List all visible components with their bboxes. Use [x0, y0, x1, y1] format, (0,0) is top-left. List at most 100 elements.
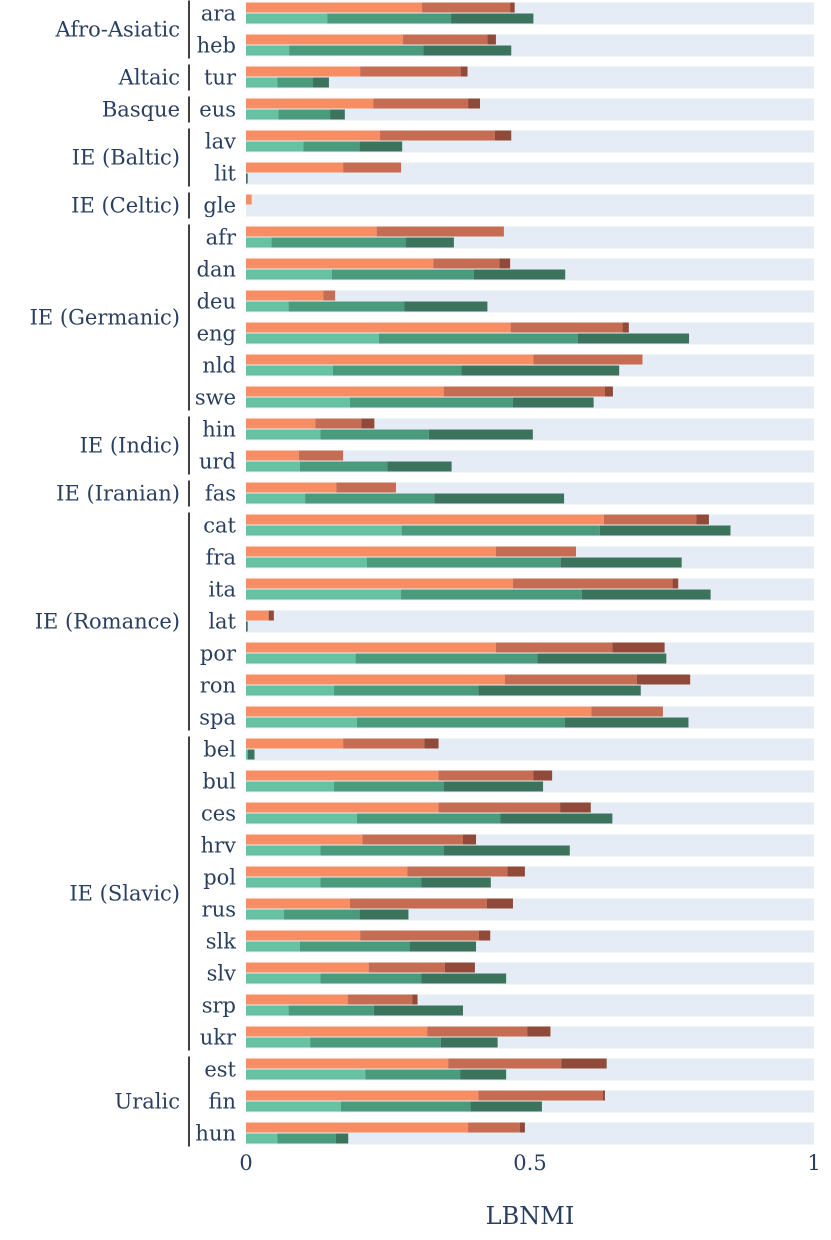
- bar-afr-bottom-2: [271, 237, 406, 248]
- group-ie-iranian: IE (Iranian): [56, 480, 190, 507]
- bar-rus-bottom-2: [284, 909, 360, 920]
- bar-hrv-top-3: [462, 834, 477, 845]
- bar-deu-bottom-3: [404, 301, 488, 312]
- bar-tur-bottom-1: [246, 77, 278, 88]
- group-uralic: Uralic: [115, 1056, 190, 1147]
- x-axis-title: LBNMI: [486, 1202, 575, 1230]
- bar-srp-bottom-2: [288, 1005, 374, 1016]
- bar-afr-bottom-1: [246, 237, 272, 248]
- row-est: est: [204, 1058, 814, 1082]
- bar-pol-bottom-2: [320, 877, 422, 888]
- lang-label-deu: deu: [197, 290, 236, 314]
- bar-heb-bottom-2: [289, 45, 424, 56]
- lang-label-afr: afr: [206, 226, 237, 250]
- bar-bul-top-3: [533, 770, 553, 781]
- row-cat: cat: [203, 514, 814, 538]
- bar-hrv-bottom-1: [246, 845, 321, 856]
- bar-bul-bottom-1: [246, 781, 335, 792]
- bar-slv-bottom-2: [320, 973, 422, 984]
- row-heb: heb: [197, 34, 814, 58]
- bar-eus-top-1: [246, 98, 374, 109]
- bar-urd-bottom-3: [387, 461, 452, 472]
- bar-bel-bottom-1: [246, 749, 248, 760]
- lang-label-cat: cat: [203, 514, 236, 538]
- lang-label-lit: lit: [214, 162, 236, 186]
- bar-ukr-top-1: [246, 1026, 428, 1037]
- group-altaic: Altaic: [118, 64, 190, 91]
- bar-fin-top-2: [478, 1090, 603, 1101]
- bar-hin-bottom-2: [320, 429, 429, 440]
- row-bul: bul: [202, 770, 814, 794]
- bar-hrv-bottom-3: [443, 845, 570, 856]
- bar-por-top-2: [495, 642, 613, 653]
- bar-fas-bottom-1: [246, 493, 306, 504]
- bar-pol-bottom-3: [421, 877, 491, 888]
- bar-rus-top-2: [349, 898, 487, 909]
- bar-gle-top-1: [246, 194, 252, 205]
- bar-nld-bottom-1: [246, 365, 333, 376]
- group-ie-germanic: IE (Germanic): [30, 224, 190, 411]
- bar-pol-top-2: [407, 866, 508, 877]
- bar-srp-top-3: [412, 994, 418, 1005]
- row-fas: fas: [205, 482, 814, 506]
- bar-hun-top-1: [246, 1122, 469, 1133]
- bar-srp-top-1: [246, 994, 348, 1005]
- lang-label-hrv: hrv: [201, 834, 237, 858]
- bar-fas-bottom-3: [434, 493, 565, 504]
- bar-cat-bottom-1: [246, 525, 402, 536]
- bar-ara-top-2: [422, 2, 511, 13]
- bar-fra-top-1: [246, 546, 496, 557]
- bar-lat-bottom-3: [246, 621, 248, 632]
- row-ron: ron: [200, 674, 814, 698]
- bar-lav-bottom-1: [246, 141, 304, 152]
- bar-bel-bottom-3: [247, 749, 255, 760]
- bar-eng-top-1: [246, 322, 511, 333]
- lang-label-lat: lat: [208, 610, 236, 634]
- row-ara: ara: [201, 2, 814, 26]
- bar-eus-top-2: [373, 98, 469, 109]
- lang-label-ron: ron: [200, 674, 236, 698]
- bar-urd-top-1: [246, 450, 299, 461]
- bar-rus-top-3: [486, 898, 513, 909]
- row-por: por: [200, 642, 814, 666]
- bar-est-bottom-1: [246, 1069, 366, 1080]
- row-spa: spa: [199, 706, 814, 730]
- bar-lav-top-3: [494, 130, 512, 141]
- bar-hin-bottom-1: [246, 429, 321, 440]
- row-deu: deu: [197, 290, 814, 314]
- row-hun: hun: [195, 1122, 814, 1146]
- lang-label-pol: pol: [203, 866, 236, 890]
- bar-nld-bottom-3: [461, 365, 620, 376]
- bar-fin-bottom-2: [340, 1101, 471, 1112]
- bar-urd-top-2: [298, 450, 344, 461]
- bar-ita-top-3: [672, 578, 679, 589]
- bar-rus-bottom-3: [359, 909, 409, 920]
- lang-label-hun: hun: [195, 1122, 236, 1146]
- bar-fin-top-3: [602, 1090, 605, 1101]
- group-label: IE (Slavic): [69, 882, 180, 906]
- bar-ces-top-3: [560, 802, 591, 813]
- lang-label-urd: urd: [199, 450, 236, 474]
- group-labels-layer: Afro-Asiatic Altaic Basque IE (Baltic) IE (C…: [30, 0, 190, 1147]
- lang-label-est: est: [204, 1058, 236, 1082]
- bar-ara-bottom-3: [451, 13, 534, 24]
- bar-ukr-bottom-3: [440, 1037, 498, 1048]
- bar-ukr-top-3: [527, 1026, 551, 1037]
- bar-lit-bottom-3: [246, 173, 248, 184]
- bar-tur-top-2: [360, 66, 461, 77]
- bar-cat-bottom-2: [401, 525, 600, 536]
- bar-por-bottom-3: [537, 653, 667, 664]
- bar-slv-bottom-1: [246, 973, 321, 984]
- bar-swe-bottom-3: [512, 397, 594, 408]
- bar-por-bottom-1: [246, 653, 356, 664]
- bar-slk-bottom-2: [299, 941, 410, 952]
- bar-fas-bottom-2: [305, 493, 435, 504]
- bar-ces-top-2: [438, 802, 561, 813]
- row-eus: eus: [199, 98, 814, 122]
- lang-label-ita: ita: [208, 578, 236, 602]
- lang-label-swe: swe: [195, 386, 236, 410]
- bar-fra-bottom-2: [366, 557, 561, 568]
- bar-lit-top-1: [246, 162, 344, 173]
- bar-ita-bottom-2: [401, 589, 582, 600]
- bar-fra-bottom-1: [246, 557, 367, 568]
